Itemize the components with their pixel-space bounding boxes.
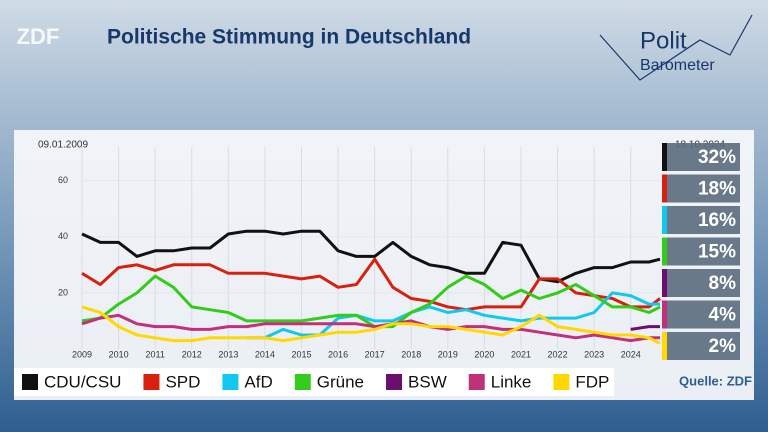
series-line [81, 313, 660, 343]
brand-bottom: Barometer [640, 57, 715, 74]
end-box [662, 174, 740, 203]
x-tick-label: 2012 [182, 349, 202, 359]
end-label: 32% [698, 147, 736, 168]
x-tick-label: 2019 [438, 349, 458, 359]
legend-label: Linke [491, 372, 532, 391]
x-tick-label: 2013 [218, 349, 238, 359]
start-date: 09.01.2009 [38, 140, 88, 151]
x-tick-label: 2017 [365, 349, 385, 359]
series-line [81, 229, 661, 284]
legend-label: FDP [575, 372, 609, 391]
end-box-swatch [662, 143, 667, 171]
x-tick-label: 2016 [328, 349, 348, 359]
y-tick-label: 60 [58, 175, 68, 185]
y-tick-label: 40 [58, 231, 68, 241]
x-tick-label: 2018 [401, 349, 421, 359]
series-line [630, 325, 660, 331]
end-box [662, 269, 740, 297]
y-tick-label: 20 [58, 287, 68, 297]
end-box-swatch [662, 237, 667, 266]
end-box [662, 206, 740, 234]
end-label: 2% [709, 336, 737, 357]
legend-swatch [468, 374, 485, 390]
end-label: 4% [709, 305, 737, 326]
end-box [662, 332, 740, 360]
legend-swatch [386, 374, 403, 390]
end-box-swatch [662, 174, 667, 203]
x-tick-label: 2021 [511, 349, 531, 359]
x-tick-label: 2010 [109, 349, 129, 359]
source: Quelle: ZDF [679, 373, 752, 388]
x-tick-label: 2015 [291, 349, 311, 359]
end-label: 8% [709, 273, 737, 294]
end-box-swatch [662, 300, 667, 329]
x-tick-label: 2022 [548, 349, 568, 359]
end-box [662, 143, 740, 171]
legend-label: AfD [244, 372, 272, 391]
end-label: 18% [698, 179, 736, 200]
end-box-swatch [662, 332, 667, 360]
end-label: 15% [698, 242, 736, 263]
logo-line [599, 14, 753, 81]
x-tick-label: 2020 [474, 349, 494, 359]
legend-label: BSW [408, 372, 447, 391]
legend-swatch [22, 374, 38, 390]
legend-panel [14, 368, 614, 396]
legend-swatch [553, 374, 570, 390]
x-tick-label: 2023 [584, 349, 604, 359]
series-line [81, 305, 661, 345]
end-box [662, 300, 740, 329]
x-tick-label: 2024 [621, 349, 641, 359]
legend-label: CDU/CSU [44, 372, 121, 391]
end-box-swatch [662, 269, 667, 297]
legend-swatch [143, 374, 160, 390]
brand-top: Polit [640, 27, 687, 54]
end-label: 16% [698, 210, 736, 231]
legend-swatch [294, 374, 311, 390]
x-tick-label: 2014 [255, 349, 275, 359]
chart-title: Politische Stimmung in Deutschland [107, 26, 471, 49]
end-box-swatch [662, 206, 667, 234]
legend-label: SPD [165, 372, 200, 391]
legend-label: Grüne [317, 372, 364, 391]
logo: ZDF [17, 24, 60, 49]
chart-panel [14, 130, 754, 400]
legend-swatch [222, 374, 239, 390]
x-tick-label: 2011 [145, 349, 164, 359]
x-tick-label: 2009 [72, 349, 92, 359]
end-box [662, 237, 740, 266]
